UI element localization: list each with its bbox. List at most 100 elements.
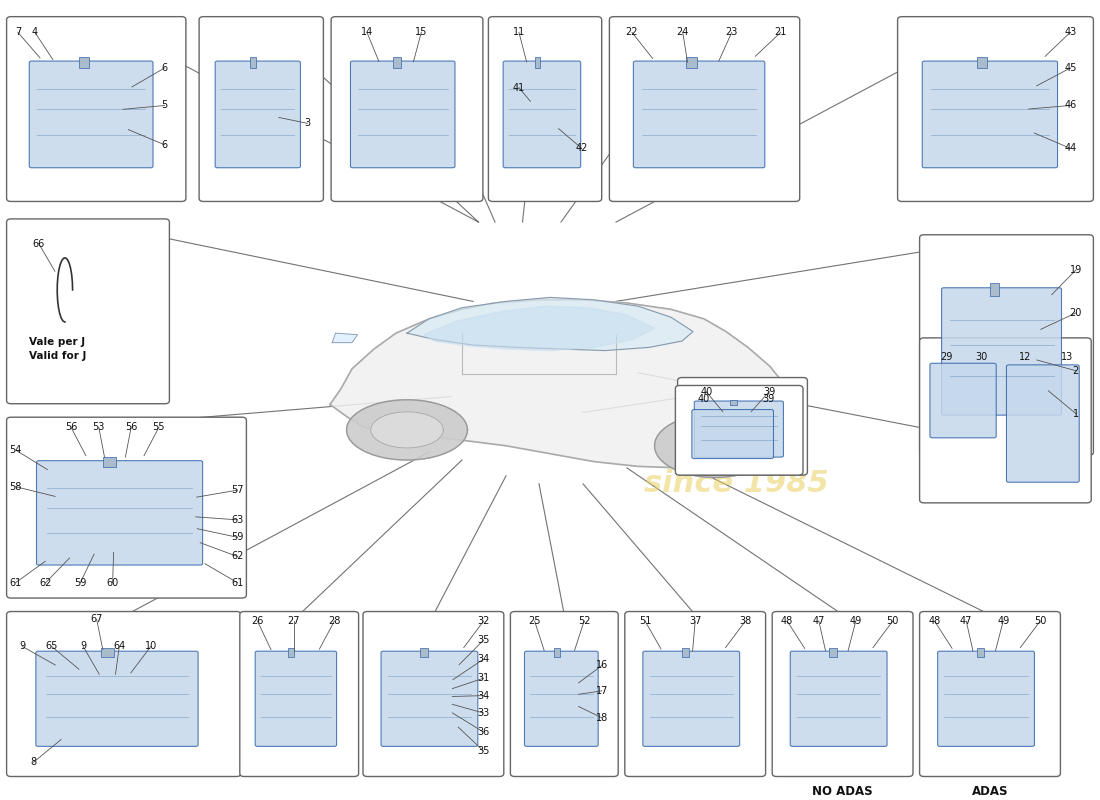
Text: 21: 21 xyxy=(774,27,786,38)
Text: 4: 4 xyxy=(32,27,37,38)
FancyBboxPatch shape xyxy=(642,651,739,746)
Text: 40: 40 xyxy=(700,386,713,397)
Text: 32: 32 xyxy=(477,616,490,626)
FancyBboxPatch shape xyxy=(351,61,455,168)
Text: 24: 24 xyxy=(676,27,689,38)
Text: NO ADAS: NO ADAS xyxy=(812,786,873,798)
Text: 60: 60 xyxy=(107,578,119,588)
FancyBboxPatch shape xyxy=(678,378,807,475)
Text: 47: 47 xyxy=(960,616,972,626)
Text: 13: 13 xyxy=(1062,352,1074,362)
Text: 63: 63 xyxy=(231,515,243,525)
FancyBboxPatch shape xyxy=(36,461,202,565)
Text: 62: 62 xyxy=(231,551,243,562)
FancyBboxPatch shape xyxy=(675,386,803,475)
FancyBboxPatch shape xyxy=(625,611,766,777)
Text: 61: 61 xyxy=(231,578,243,588)
FancyBboxPatch shape xyxy=(829,648,837,658)
Text: 29: 29 xyxy=(940,352,953,362)
FancyBboxPatch shape xyxy=(7,418,246,598)
FancyBboxPatch shape xyxy=(363,611,504,777)
Text: 48: 48 xyxy=(781,616,793,626)
Text: 17: 17 xyxy=(596,686,608,696)
FancyBboxPatch shape xyxy=(937,651,1034,746)
Text: 40: 40 xyxy=(697,394,710,404)
Text: 44: 44 xyxy=(1064,143,1077,154)
Text: 6: 6 xyxy=(162,140,167,150)
Text: 34: 34 xyxy=(477,690,490,701)
Text: 3: 3 xyxy=(305,118,310,128)
FancyBboxPatch shape xyxy=(250,58,256,68)
Text: 26: 26 xyxy=(251,616,264,626)
Text: 27: 27 xyxy=(287,616,300,626)
FancyBboxPatch shape xyxy=(103,457,117,467)
FancyBboxPatch shape xyxy=(898,17,1093,202)
Text: 30: 30 xyxy=(975,352,987,362)
Text: 39: 39 xyxy=(763,386,776,397)
Text: 54: 54 xyxy=(10,445,22,455)
Text: 20: 20 xyxy=(1069,308,1082,318)
Polygon shape xyxy=(330,300,792,468)
Text: 25: 25 xyxy=(528,616,541,626)
Text: 55: 55 xyxy=(153,422,165,432)
Text: 53: 53 xyxy=(92,422,104,432)
Text: 35: 35 xyxy=(477,746,490,756)
Text: 31: 31 xyxy=(477,673,490,683)
FancyBboxPatch shape xyxy=(920,234,1093,455)
Text: 28: 28 xyxy=(328,616,341,626)
FancyBboxPatch shape xyxy=(216,61,300,168)
Text: 64: 64 xyxy=(113,642,125,651)
FancyBboxPatch shape xyxy=(920,338,1091,503)
FancyBboxPatch shape xyxy=(977,648,985,658)
FancyBboxPatch shape xyxy=(393,58,400,68)
FancyBboxPatch shape xyxy=(920,611,1060,777)
Polygon shape xyxy=(654,414,776,478)
Polygon shape xyxy=(346,400,468,460)
Text: 61: 61 xyxy=(10,578,22,588)
Text: 35: 35 xyxy=(477,635,490,645)
FancyBboxPatch shape xyxy=(488,17,602,202)
FancyBboxPatch shape xyxy=(36,651,198,746)
FancyBboxPatch shape xyxy=(381,651,477,746)
FancyBboxPatch shape xyxy=(609,17,800,202)
Text: 67: 67 xyxy=(90,614,103,625)
FancyBboxPatch shape xyxy=(510,611,618,777)
Polygon shape xyxy=(332,333,358,342)
Text: 36: 36 xyxy=(477,727,490,737)
Text: 52: 52 xyxy=(578,616,591,626)
Polygon shape xyxy=(424,306,654,350)
Polygon shape xyxy=(407,298,693,350)
Text: 57: 57 xyxy=(231,485,243,495)
Text: 66: 66 xyxy=(33,238,45,249)
FancyBboxPatch shape xyxy=(682,648,690,658)
FancyBboxPatch shape xyxy=(554,648,560,658)
FancyBboxPatch shape xyxy=(790,651,887,746)
Text: 50: 50 xyxy=(887,616,899,626)
Text: 23: 23 xyxy=(726,27,738,38)
Text: 37: 37 xyxy=(689,616,702,626)
FancyBboxPatch shape xyxy=(694,401,783,457)
FancyBboxPatch shape xyxy=(331,17,483,202)
Text: 43: 43 xyxy=(1064,27,1077,38)
Text: 65: 65 xyxy=(45,642,58,651)
Text: 22: 22 xyxy=(626,27,638,38)
Text: 51: 51 xyxy=(639,616,651,626)
Polygon shape xyxy=(371,412,443,448)
Text: 2: 2 xyxy=(1072,366,1079,376)
FancyBboxPatch shape xyxy=(79,58,89,68)
FancyBboxPatch shape xyxy=(1006,365,1079,482)
Text: 45: 45 xyxy=(1064,63,1077,73)
Text: 48: 48 xyxy=(928,616,940,626)
FancyBboxPatch shape xyxy=(634,61,764,168)
Text: 42: 42 xyxy=(575,143,587,154)
FancyBboxPatch shape xyxy=(535,58,540,68)
Text: 9: 9 xyxy=(80,642,86,651)
FancyBboxPatch shape xyxy=(288,648,295,658)
Text: 1: 1 xyxy=(1072,409,1079,418)
Text: 47: 47 xyxy=(813,616,825,626)
FancyBboxPatch shape xyxy=(255,651,337,746)
FancyBboxPatch shape xyxy=(199,17,323,202)
FancyBboxPatch shape xyxy=(990,283,999,295)
Text: 46: 46 xyxy=(1064,101,1077,110)
Text: 11: 11 xyxy=(513,27,525,38)
